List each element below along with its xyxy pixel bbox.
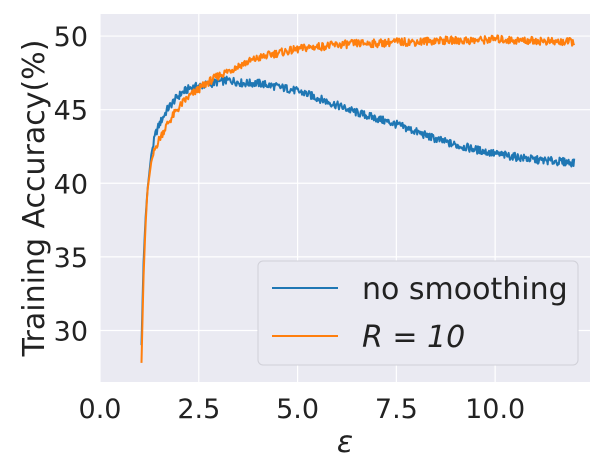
y-tick-label: 30 [54,316,88,347]
x-tick-label: 0.0 [79,394,122,425]
x-tick-label: 2.5 [177,394,220,425]
y-tick-label: 40 [54,169,88,200]
x-axis-label: ε [337,425,353,460]
y-tick-label: 45 [54,96,88,127]
y-tick-label: 35 [54,243,88,274]
x-tick-label: 5.0 [276,394,319,425]
y-tick-label: 50 [54,22,88,53]
series-layer [140,34,576,363]
x-tick-label: 10.0 [465,394,525,425]
y-axis-label: Training Accuracy(%) [17,40,52,358]
x-tick-label: 7.5 [375,394,418,425]
x-axis-ticks: 0.0 2.5 5.0 7.5 10.0 [79,394,526,425]
legend: no smoothing R = 10 [257,260,579,366]
series-line-r-10 [140,34,576,363]
legend-label-no-smoothing: no smoothing [362,272,568,307]
series-line-no-smoothing [140,75,576,346]
legend-label-r-10: R = 10 [362,320,465,355]
y-axis-ticks: 30 35 40 45 50 [54,22,88,347]
